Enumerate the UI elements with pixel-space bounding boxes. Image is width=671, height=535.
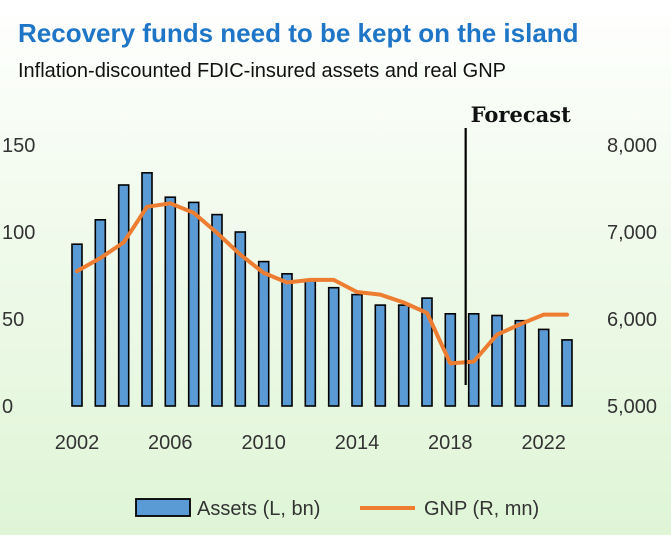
bar-assets-2016 — [397, 304, 410, 407]
bar-assets-2013 — [327, 286, 340, 407]
bar-assets-2004 — [117, 184, 130, 407]
x-tick-label: 2014 — [335, 432, 380, 454]
bar-assets-2002 — [71, 243, 83, 407]
x-tick-label: 2018 — [428, 432, 473, 454]
x-tick-label: 2022 — [521, 432, 566, 454]
x-tick-label: 2002 — [55, 432, 100, 454]
y-right-tick-label: 6,000 — [607, 309, 657, 331]
bar-assets-2006 — [164, 196, 177, 407]
y-left-tick-label: 0 — [2, 396, 13, 418]
legend-swatch-assets — [135, 498, 191, 517]
left-axis-ticks: 150 100 50 0 — [2, 135, 35, 418]
bar-assets-2007 — [187, 201, 200, 407]
x-tick-label: 2010 — [241, 432, 286, 454]
y-right-tick-label: 7,000 — [607, 222, 657, 244]
bar-assets-2005 — [141, 172, 153, 407]
chart-subtitle: Inflation-discounted FDIC-insured assets… — [18, 60, 507, 82]
chart-title: Recovery funds need to be kept on the is… — [18, 18, 579, 48]
forecast-label: Forecast — [471, 102, 571, 127]
legend-label-gnp: GNP (R, mn) — [424, 498, 539, 520]
bar-assets-2011 — [281, 272, 293, 407]
line-series-gnp — [75, 201, 569, 366]
bar-assets-2021 — [514, 319, 527, 407]
bar-assets-2023 — [561, 339, 573, 407]
bar-assets-2015 — [374, 304, 387, 407]
x-axis-ticks: 2002 2006 2010 2014 2018 2022 — [55, 432, 566, 454]
bar-assets-2014 — [351, 293, 363, 407]
y-right-tick-label: 8,000 — [607, 135, 657, 157]
line-series-gnp-group — [75, 201, 569, 366]
forecast-marker-group: Forecast — [464, 102, 571, 385]
legend: Assets (L, bn) GNP (R, mn) — [135, 498, 539, 520]
bar-assets-2010 — [257, 260, 270, 407]
bar-assets-2008 — [211, 213, 223, 407]
y-left-tick-label: 50 — [2, 309, 24, 331]
bar-series-assets — [71, 172, 573, 407]
legend-label-assets: Assets (L, bn) — [197, 498, 320, 520]
right-axis-ticks: 8,000 7,000 6,000 5,000 — [607, 135, 657, 418]
y-left-tick-label: 150 — [2, 135, 35, 157]
bar-assets-2009 — [234, 231, 247, 407]
bar-assets-2012 — [304, 279, 317, 407]
bar-assets-2003 — [94, 219, 107, 407]
bar-assets-2022 — [537, 328, 550, 407]
bar-assets-2020 — [491, 314, 503, 407]
y-right-tick-label: 5,000 — [607, 396, 657, 418]
x-tick-label: 2006 — [148, 432, 193, 454]
bar-assets-2017 — [421, 297, 433, 407]
y-left-tick-label: 100 — [2, 222, 35, 244]
